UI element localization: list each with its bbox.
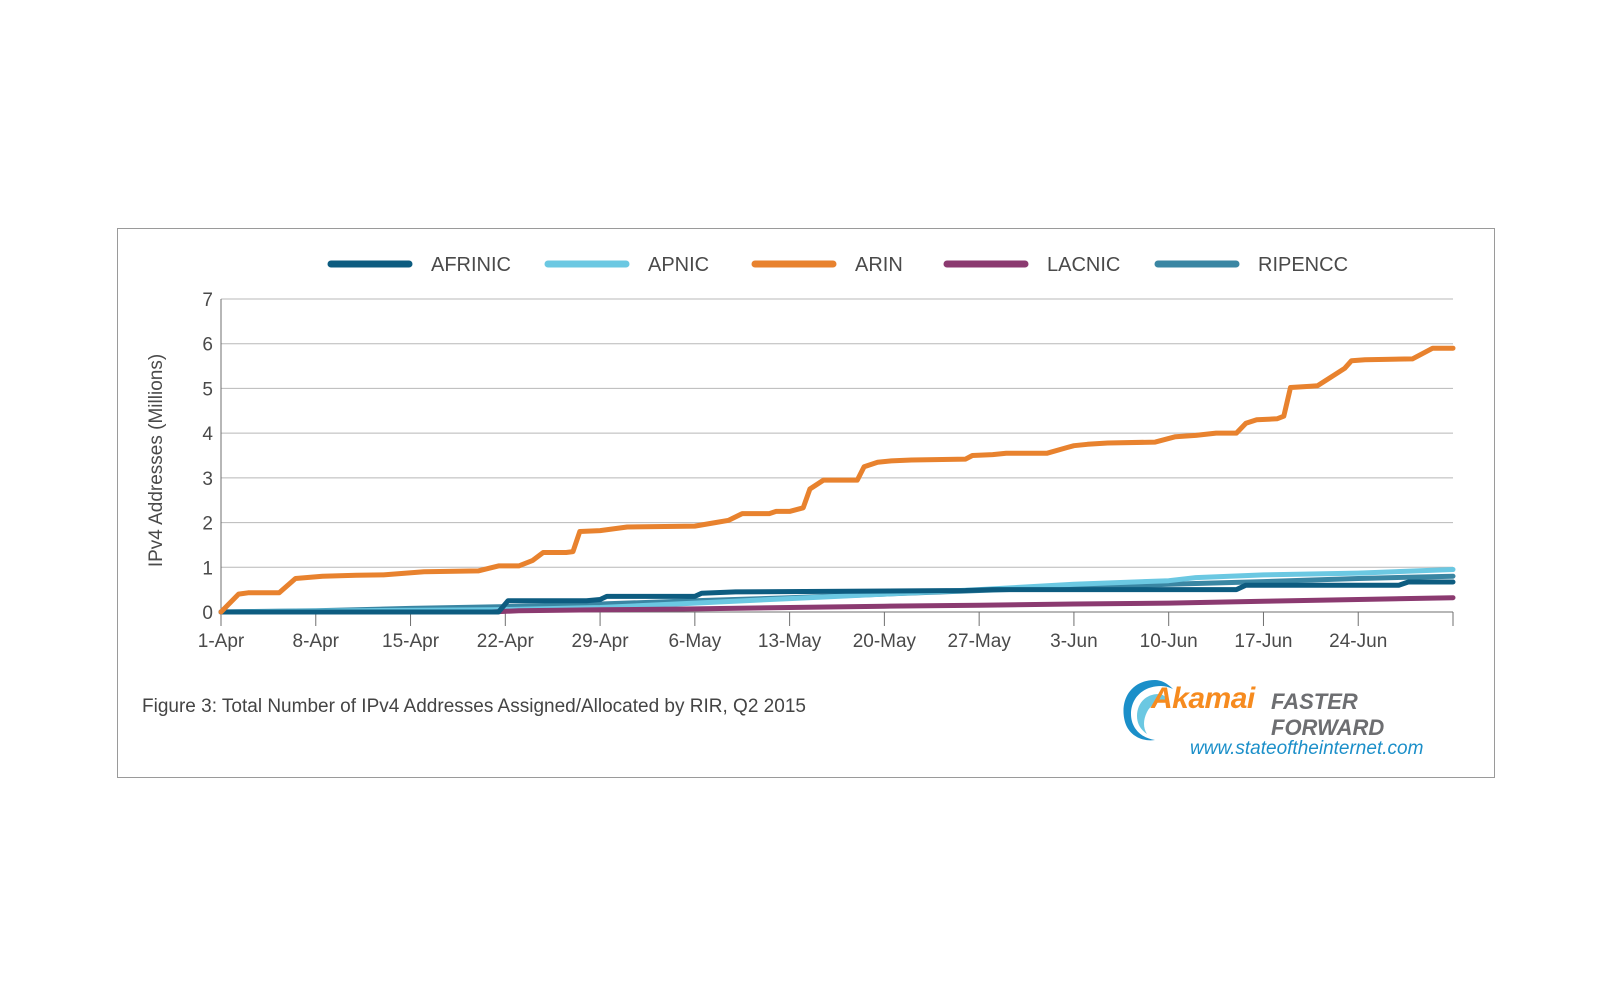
x-tick-label: 27-May [947,631,1011,652]
y-tick-label: 1 [202,558,213,579]
akamai-swoosh-icon [1123,680,1173,741]
figure-caption: Figure 3: Total Number of IPv4 Addresses… [142,696,806,717]
series-line-arin [218,345,1456,615]
y-tick-label: 7 [202,290,213,311]
x-tick-labels: 1-Apr 8-Apr 15-Apr 22-Apr 29-Apr 6-May 13-May 2… [198,612,1454,652]
y-tick-label: 3 [202,469,213,490]
x-tick-label: 1-Apr [198,631,245,652]
y-axis-label: IPv4 Addresses (Millions) [146,354,167,567]
y-tick-label: 2 [202,514,213,535]
x-tick-label: 15-Apr [382,631,440,652]
akamai-brand-block: Akamai FASTER FORWARD www.stateoftheinte… [1115,672,1475,762]
x-tick-label: 24-Jun [1329,631,1387,652]
x-tick-label: 29-Apr [572,631,630,652]
x-tick-label: 10-Jun [1140,631,1198,652]
series-line-lacnic [218,595,1456,615]
x-tick-label: 13-May [758,631,822,652]
legend-label-afrinic: AFRINIC [431,254,511,276]
x-tick-label: 8-Apr [293,631,340,652]
line-chart: 0 1 2 3 4 5 6 7 1-Apr 8-Apr 15-Apr 22-Apr 29-Apr 6-M… [146,254,1456,652]
x-tick-label: 22-Apr [477,631,535,652]
x-tick-label: 20-May [853,631,917,652]
legend-label-apnic: APNIC [648,254,709,276]
series-lines [218,345,1456,615]
series-line-afrinic [218,579,1456,615]
y-tick-labels: 0 1 2 3 4 5 6 7 [202,290,213,624]
x-tick-label: 6-May [668,631,721,652]
y-tick-label: 6 [202,335,213,356]
y-tick-label: 4 [202,424,213,445]
gridlines [220,298,1453,613]
legend-label-lacnic: LACNIC [1047,254,1120,276]
legend-label-arin: ARIN [855,254,903,276]
y-tick-label: 0 [202,603,213,624]
brand-url[interactable]: www.stateoftheinternet.com [1190,738,1424,759]
x-tick-label: 3-Jun [1050,631,1098,652]
legend-label-ripencc: RIPENCC [1258,254,1348,276]
brand-tagline: FASTER FORWARD [1271,689,1385,740]
x-tick-label: 17-Jun [1234,631,1292,652]
legend: AFRINIC APNIC ARIN LACNIC RIPENCC [327,254,1348,276]
brand-name: Akamai [1151,682,1255,715]
figure-frame: 0 1 2 3 4 5 6 7 1-Apr 8-Apr 15-Apr 22-Apr 29-Apr 6-M… [117,228,1495,778]
y-tick-label: 5 [202,379,213,400]
